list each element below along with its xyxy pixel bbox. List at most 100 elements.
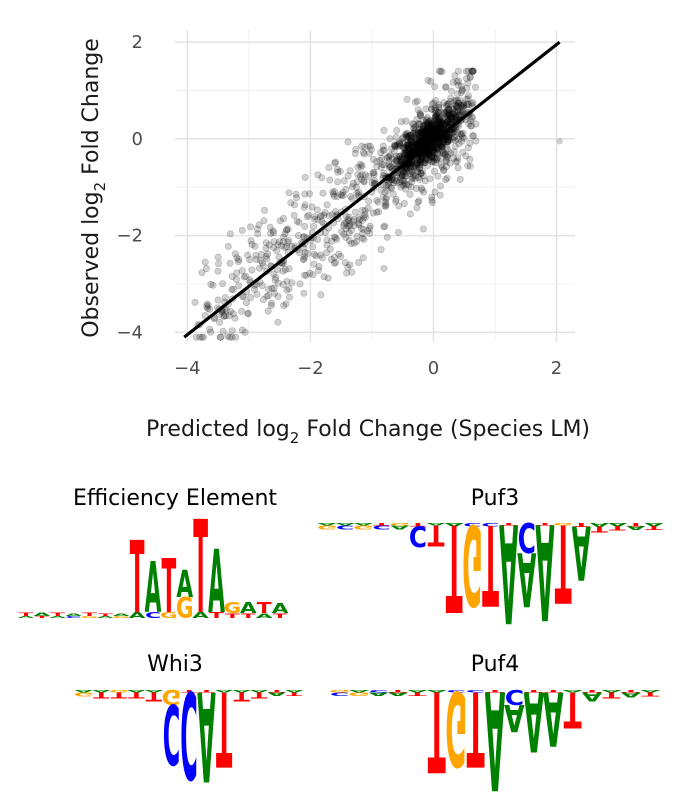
scatter-point	[392, 157, 400, 165]
grid	[175, 30, 575, 342]
scatter-point	[366, 142, 374, 150]
scatter-point	[357, 224, 365, 232]
scatter-point	[398, 138, 406, 146]
logo-letter-A: A	[197, 663, 216, 803]
scatter-point	[446, 115, 454, 123]
scatter-point	[452, 97, 460, 105]
logo-letter-G: G	[462, 500, 482, 630]
logo-letter-C: C	[372, 524, 390, 530]
scatter-point	[464, 100, 472, 108]
scatter-point	[344, 222, 352, 230]
scatter-point	[468, 67, 476, 75]
scatter-point	[452, 102, 460, 110]
scatter-point	[364, 142, 372, 150]
scatter-point	[422, 151, 430, 159]
scatter-point	[301, 271, 309, 279]
scatter-point	[315, 263, 323, 271]
scatter-point	[306, 190, 314, 198]
scatter-point	[296, 280, 304, 288]
scatter-point	[240, 292, 248, 300]
scatter-point	[400, 177, 408, 185]
scatter-point	[354, 163, 362, 171]
scatter-point	[397, 157, 405, 165]
scatter-point	[421, 127, 429, 135]
scatter-point	[196, 333, 204, 341]
scatter-point	[443, 134, 451, 142]
scatter-point	[440, 109, 448, 117]
scatter-point	[462, 75, 470, 83]
scatter-point	[416, 156, 424, 164]
scatter-point	[274, 292, 282, 300]
scatter-point	[450, 111, 458, 119]
logo-letter-A: A	[621, 691, 642, 699]
scatter-point	[417, 111, 425, 119]
scatter-point	[412, 142, 420, 150]
scatter-point	[465, 120, 473, 128]
scatter-point	[433, 125, 441, 133]
scatter-point	[396, 176, 404, 184]
scatter-point	[437, 123, 445, 131]
scatter-point	[427, 120, 435, 128]
scatter-point	[264, 285, 272, 293]
scatter-point	[451, 108, 459, 116]
scatter-point	[437, 118, 445, 126]
scatter-point	[425, 128, 433, 136]
scatter-point	[279, 238, 287, 246]
scatter-point	[414, 106, 422, 114]
scatter-point	[415, 138, 423, 146]
scatter-point	[404, 144, 412, 152]
logo-letter-T: T	[257, 600, 272, 617]
scatter-point	[332, 158, 340, 166]
logo-letter-T: T	[641, 691, 659, 697]
scatter-point	[431, 120, 439, 128]
scatter-point	[429, 120, 437, 128]
scatter-point	[451, 127, 459, 135]
scatter-point	[439, 149, 447, 157]
scatter-point	[235, 256, 243, 264]
scatter-point	[431, 113, 439, 121]
scatter-point	[423, 132, 431, 140]
scatter-point	[382, 195, 390, 203]
scatter-point	[432, 97, 440, 105]
scatter-point	[393, 127, 401, 135]
scatter-point	[396, 152, 404, 160]
scatter-point	[426, 129, 434, 137]
scatter-point	[403, 164, 411, 172]
scatter-point	[199, 333, 207, 341]
scatter-point	[438, 142, 446, 150]
scatter-point	[424, 132, 432, 140]
scatter-point	[425, 150, 433, 158]
logo-letter-A: A	[499, 493, 518, 650]
scatter-point	[443, 154, 451, 162]
scatter-point	[400, 143, 408, 151]
scatter-point	[438, 109, 446, 117]
scatter-point	[303, 213, 311, 221]
scatter-point	[344, 138, 352, 146]
scatter-point	[443, 107, 451, 115]
scatter-point	[445, 106, 453, 114]
scatter-point	[419, 126, 427, 134]
scatter-point	[429, 123, 437, 131]
scatter-point	[428, 100, 436, 108]
scatter-point	[450, 110, 458, 118]
scatter-point	[405, 151, 413, 159]
scatter-point	[429, 126, 437, 134]
scatter-point	[404, 143, 412, 151]
scatter-point	[293, 217, 301, 225]
scatter-point	[454, 67, 462, 75]
scatter-point	[413, 141, 421, 149]
scatter-point	[469, 132, 477, 140]
scatter-point	[430, 99, 438, 107]
scatter-point	[433, 112, 441, 120]
logo-letter-T: T	[591, 524, 608, 533]
scatter-point	[424, 76, 432, 84]
scatter-point	[345, 237, 353, 245]
scatter-point	[422, 115, 430, 123]
scatter-point	[429, 157, 437, 165]
scatter-point	[426, 175, 434, 183]
scatter-point	[446, 113, 454, 121]
scatter-point	[431, 106, 439, 114]
scatter-point	[387, 145, 395, 153]
